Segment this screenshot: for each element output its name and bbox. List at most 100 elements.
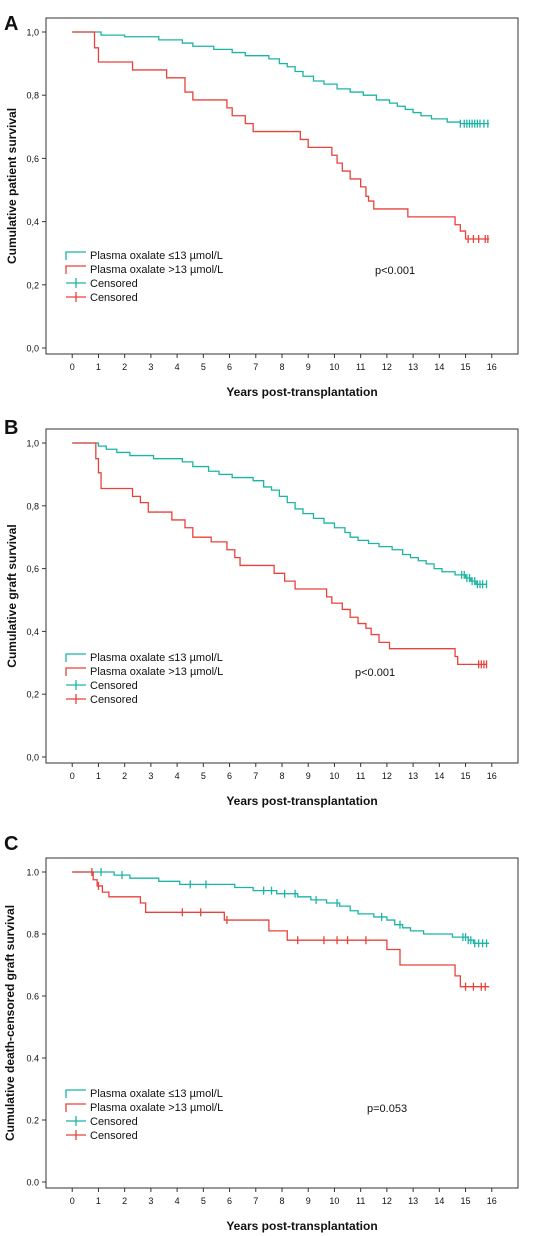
x-tick-label: 1 [96, 771, 101, 781]
x-tick-label: 10 [329, 771, 339, 781]
x-tick-label: 6 [227, 362, 232, 372]
km-curve-high-oxalate [72, 31, 490, 240]
y-axis-title: Cumulative patient survival [5, 108, 19, 264]
km-curve-high-oxalate [72, 442, 487, 666]
p-value-annotation: p<0.001 [355, 667, 395, 679]
legend-label: Plasma oxalate >13 µmol/L [90, 1102, 223, 1114]
x-tick-label: 5 [201, 1196, 206, 1206]
y-tick-label: 0,2 [26, 690, 39, 700]
y-tick-label: 0,8 [26, 501, 39, 511]
x-tick-label: 8 [279, 362, 284, 372]
legend-label: Plasma oxalate >13 µmol/L [90, 666, 223, 678]
p-value-annotation: p<0.001 [375, 265, 415, 277]
legend-label: Plasma oxalate ≤13 µmol/L [90, 250, 223, 262]
y-tick-label: 0,0 [26, 753, 39, 763]
x-tick-label: 4 [175, 771, 180, 781]
y-tick-label: 0,8 [26, 91, 39, 101]
y-tick-label: 0.8 [26, 930, 39, 940]
x-tick-label: 6 [227, 771, 232, 781]
y-tick-label: 0,0 [26, 344, 39, 354]
panel-label: C [4, 833, 18, 855]
x-tick-label: 7 [253, 362, 258, 372]
legend-swatch [65, 251, 86, 260]
km-curve-low-oxalate [72, 871, 490, 944]
p-value-annotation: p=0.053 [367, 1103, 407, 1115]
legend-label: Plasma oxalate >13 µmol/L [90, 264, 223, 276]
x-tick-label: 9 [306, 771, 311, 781]
x-tick-label: 14 [434, 362, 444, 372]
x-tick-label: 1 [96, 362, 101, 372]
panel-c: C0.00.20.40.60.81.00 1 2 3 4 5 6 7 8 9 10 11 12 13 14 1… [3, 833, 519, 1233]
legend-label: Plasma oxalate ≤13 µmol/L [90, 1088, 223, 1100]
y-tick-label: 0.0 [26, 1178, 39, 1188]
panel-label: A [4, 13, 18, 35]
x-tick-label: 2 [122, 362, 127, 372]
legend-label: Censored [90, 278, 138, 290]
x-tick-label: 16 [487, 362, 497, 372]
x-tick-label: 3 [148, 362, 153, 372]
legend-swatch [65, 265, 86, 274]
x-tick-label: 13 [408, 362, 418, 372]
x-axis-title: Years post-transplantation [226, 794, 377, 808]
km-curve-high-oxalate [72, 871, 490, 988]
x-tick-label: 16 [487, 1196, 497, 1206]
x-tick-label: 9 [306, 362, 311, 372]
x-axis-title: Years post-transplantation [226, 385, 377, 399]
panel-b: B0,00,20,40,60,81,00 1 2 3 4 5 6 7 8 9 10 11 12 13 14 1… [4, 417, 519, 808]
x-tick-label: 7 [253, 1196, 258, 1206]
y-tick-label: 1,0 [26, 439, 39, 449]
x-tick-label: 4 [175, 1196, 180, 1206]
x-tick-label: 10 [329, 1196, 339, 1206]
x-tick-label: 11 [356, 771, 365, 781]
y-tick-label: 1,0 [26, 28, 39, 38]
x-tick-label: 14 [434, 771, 444, 781]
x-tick-label: 3 [148, 771, 153, 781]
y-tick-label: 0.2 [26, 1116, 39, 1126]
legend-swatch [65, 667, 86, 676]
legend-label: Censored [90, 1130, 138, 1142]
y-tick-label: 0.6 [26, 992, 39, 1002]
y-tick-label: 0,6 [26, 154, 39, 164]
legend-swatch [65, 1089, 86, 1098]
x-tick-label: 5 [201, 771, 206, 781]
y-axis-title: Cumulative graft survival [5, 524, 19, 667]
x-tick-label: 12 [382, 362, 392, 372]
y-axis-title: Cumulative death-censored graft survival [3, 905, 17, 1141]
x-tick-label: 2 [122, 771, 127, 781]
legend-swatch [65, 653, 86, 662]
panel-label: B [4, 417, 18, 439]
x-tick-label: 3 [148, 1196, 153, 1206]
x-tick-label: 13 [408, 771, 418, 781]
x-tick-label: 10 [329, 362, 339, 372]
x-tick-label: 0 [70, 771, 75, 781]
legend-label: Censored [90, 680, 138, 692]
x-tick-label: 8 [279, 1196, 284, 1206]
panel-a: A0,00,20,40,60,81,00 1 2 3 4 5 6 7 8 9 10 11 12 13 14 1… [4, 13, 519, 399]
legend-label: Plasma oxalate ≤13 µmol/L [90, 652, 223, 664]
x-tick-label: 5 [201, 362, 206, 372]
x-tick-label: 0 [70, 1196, 75, 1206]
x-tick-label: 9 [306, 1196, 311, 1206]
y-tick-label: 0,4 [26, 217, 39, 227]
legend-label: Censored [90, 694, 138, 706]
plot-frame [45, 428, 519, 764]
x-tick-label: 0 [70, 362, 75, 372]
km-curve-low-oxalate [72, 442, 487, 585]
x-tick-label: 15 [461, 771, 471, 781]
x-tick-label: 8 [279, 771, 284, 781]
y-tick-label: 1.0 [26, 868, 39, 878]
km-curve-low-oxalate [72, 31, 490, 125]
x-tick-label: 15 [461, 362, 471, 372]
y-tick-label: 0,2 [26, 280, 39, 290]
x-tick-label: 14 [434, 1196, 444, 1206]
x-tick-label: 16 [487, 771, 497, 781]
x-tick-label: 12 [382, 1196, 392, 1206]
legend-label: Censored [90, 1116, 138, 1128]
legend-label: Censored [90, 292, 138, 304]
y-tick-label: 0,6 [26, 564, 39, 574]
x-tick-label: 13 [408, 1196, 418, 1206]
legend-swatch [65, 1103, 86, 1112]
x-axis-title: Years post-transplantation [226, 1219, 377, 1233]
